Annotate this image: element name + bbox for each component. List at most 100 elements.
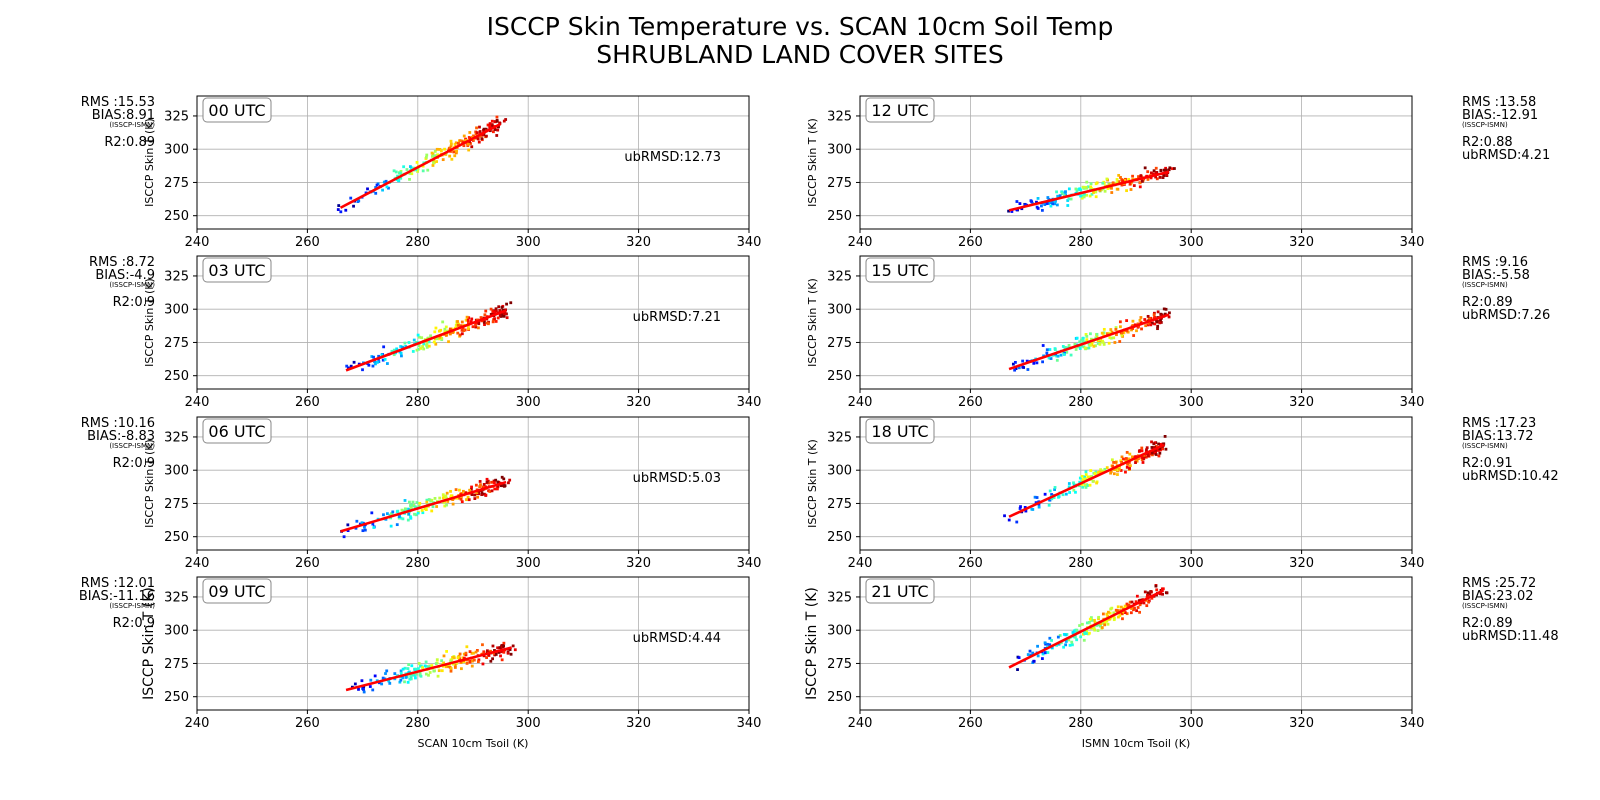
panel-6-scatter-point	[1114, 461, 1118, 464]
panel-3-scatter-point	[482, 650, 486, 654]
panel-5-scatter-point	[1021, 359, 1025, 363]
panel-4-scatter-point	[1125, 189, 1128, 193]
panel-5-scatter-point	[1114, 326, 1118, 329]
panel-0-scatter-point	[493, 128, 497, 132]
panel-2-scatter-point	[431, 505, 435, 509]
panel-1-scatter-point	[429, 334, 433, 338]
panel-1-scatter-point	[439, 328, 443, 332]
panel-2-scatter-point	[386, 512, 389, 516]
panel-2-scatter-point	[457, 496, 461, 500]
panel-2-scatter-point	[467, 498, 471, 502]
panel-3-scatter-point	[427, 673, 430, 677]
panel-3-scatter-point	[437, 669, 441, 673]
panel-6-scatter-point	[1035, 496, 1039, 499]
panel-1-scatter-point	[438, 335, 442, 339]
panel-3-scatter-point	[451, 656, 454, 659]
panel-3-scatter-point	[399, 671, 403, 675]
panel-6-scatter-point	[1140, 446, 1144, 450]
panel-0-scatter-point	[482, 127, 486, 131]
panel-2-scatter-point	[459, 497, 463, 501]
panel-0-bias-note: (ISSCP-ISMN)	[109, 121, 155, 129]
panel-2-scatter-point	[507, 481, 510, 485]
panel-1-scatter-point	[425, 342, 429, 346]
panel-2-scatter-point	[396, 509, 400, 513]
panel-4-scatter-point	[1049, 204, 1053, 208]
panel-4-scatter-point	[1064, 190, 1067, 194]
panel-6-scatter-point	[1112, 461, 1116, 464]
panel-3-scatter-point	[486, 649, 489, 653]
panel-4-scatter-point	[1094, 195, 1098, 199]
panel-7-scatter-point	[1096, 629, 1100, 632]
panel-5-scatter-point	[1102, 343, 1106, 346]
panel-6-scatter-point	[1159, 442, 1163, 446]
panel-6-scatter-point	[1086, 475, 1090, 479]
panel-6-xtick-label: 300	[1179, 556, 1204, 571]
panel-4-scatter-point	[1094, 182, 1098, 186]
panel-7-scatter-point	[1090, 618, 1094, 622]
panel-6-scatter-point	[1116, 468, 1120, 472]
panel-5-scatter-point	[1090, 343, 1094, 346]
panel-0-scatter-point	[485, 134, 488, 138]
panel-5-scatter-point	[1085, 338, 1089, 342]
panel-3-scatter-point	[468, 650, 472, 654]
panel-0-scatter-point	[491, 130, 495, 134]
panel-6-scatter-point	[1091, 479, 1095, 483]
panel-4-scatter-point	[1047, 201, 1051, 205]
panel-0-scatter-point	[452, 150, 456, 154]
panel-6-scatter-point	[1061, 493, 1065, 497]
panel-3-scatter-point	[481, 662, 485, 666]
panel-1-scatter-point	[415, 348, 419, 352]
panel-4-scatter-point	[1152, 169, 1156, 173]
panel-5-scatter-point	[1126, 330, 1130, 334]
panel-6-scatter-point	[1146, 452, 1150, 456]
panel-4-axes-frame	[859, 95, 1413, 230]
panel-1-scatter-point	[425, 345, 429, 349]
panel-3-scatter-point	[404, 676, 408, 679]
panel-1-scatter-point	[377, 360, 381, 364]
panel-6-scatter-point	[1081, 478, 1085, 481]
panel-2-scatter-point	[501, 484, 505, 488]
panel-7-fit-line	[1008, 589, 1165, 669]
panel-3-scatter-point	[491, 644, 495, 648]
panel-4-scatter-point	[1098, 188, 1102, 192]
panel-0-scatter-point	[433, 150, 437, 153]
panel-2-scatter-point	[454, 488, 458, 492]
panel-2-scatter-point	[435, 505, 439, 508]
panel-5-bias-note: (ISSCP-ISMN)	[1462, 281, 1508, 289]
panel-0-scatter-point	[408, 171, 412, 175]
panel-3-xlabel: SCAN 10cm Tsoil (K)	[418, 737, 529, 750]
panel-3-scatter-point	[494, 653, 498, 656]
panel-7-scatter-point	[1112, 618, 1116, 622]
panel-1-ytick-label: 250	[164, 369, 189, 384]
panel-1-scatter-point	[420, 336, 424, 340]
panel-5-scatter-point	[1158, 321, 1162, 325]
panel-7-scatter-point	[1058, 634, 1062, 637]
panel-2-scatter-point	[412, 503, 416, 507]
panel-6-scatter-point	[1078, 476, 1082, 480]
panel-2-scatter-point	[430, 509, 434, 513]
panel-2-utc-label: 06 UTC	[208, 422, 265, 441]
panel-2-scatter-point	[445, 496, 448, 500]
panel-4-scatter-point	[1058, 194, 1062, 198]
panel-5-scatter-point	[1089, 337, 1093, 341]
panel-1-ubrmsd-stat: ubRMSD:7.21	[633, 310, 721, 325]
panel-1-scatter-point	[466, 318, 470, 322]
panel-5-scatter-point	[1063, 346, 1067, 349]
panel-3-scatter-point	[449, 669, 453, 673]
panel-1-scatter-point	[399, 345, 403, 348]
panel-1-scatter-point	[458, 333, 462, 337]
panel-2-scatter-point	[476, 495, 480, 499]
panel-1-xtick-label: 240	[185, 395, 210, 410]
panel-1-scatter-point	[494, 307, 498, 311]
panel-0-scatter-point	[409, 165, 412, 168]
panel-3-scatter-point	[493, 649, 496, 652]
panel-2-scatter-point	[389, 516, 393, 520]
panel-0-scatter-point	[425, 153, 429, 157]
panel-0-scatter-point	[495, 119, 499, 123]
panel-4-scatter-point	[1074, 187, 1078, 191]
panel-6-scatter-point	[1120, 455, 1124, 459]
panel-7-scatter-point	[1064, 643, 1068, 647]
panel-7-scatter-point	[1101, 612, 1105, 616]
panel-6-scatter-point	[1160, 446, 1164, 449]
panel-6-scatter-point	[1019, 505, 1022, 509]
